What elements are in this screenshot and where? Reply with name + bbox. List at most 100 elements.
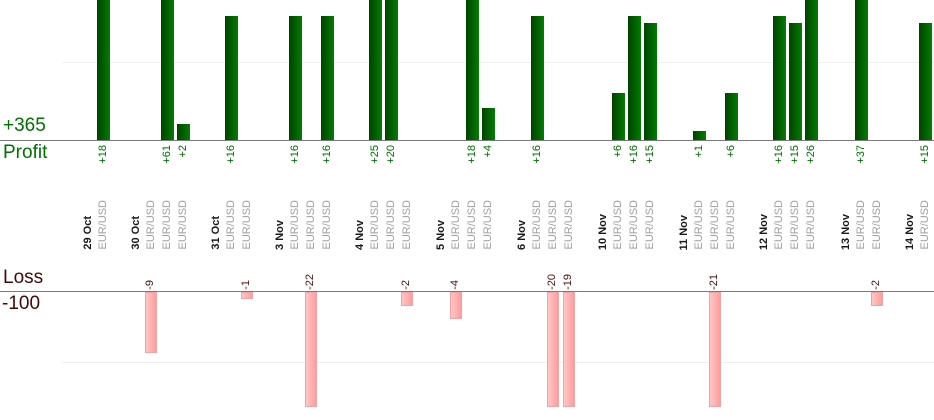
date-label: 6 Nov — [516, 220, 528, 250]
loss-value-label: -22 — [304, 274, 316, 290]
profit-value-label: +2 — [177, 145, 189, 158]
profit-bar — [161, 0, 174, 140]
instrument-label: EUR/USD — [871, 200, 883, 250]
instrument-label: EUR/USD — [305, 200, 317, 250]
profit-value-label: +26 — [805, 145, 817, 164]
profit-bar — [369, 0, 382, 140]
loss-value-label: -9 — [144, 280, 156, 290]
loss-total-label: -100 — [2, 293, 41, 314]
profit-value-label: +6 — [725, 145, 737, 158]
profit-bar — [644, 23, 657, 140]
loss-bar — [709, 292, 721, 407]
loss-value-label: -1 — [240, 280, 252, 290]
profit-bar — [805, 0, 818, 140]
profit-bar — [289, 16, 302, 140]
profit-bar — [789, 23, 802, 140]
loss-bar — [563, 292, 575, 407]
loss-value-label: -19 — [562, 274, 574, 290]
profit-total-label: +365 — [3, 115, 46, 136]
instrument-label: EUR/USD — [321, 200, 333, 250]
profit-value-label: +18 — [466, 145, 478, 164]
profit-value-label: +18 — [97, 145, 109, 164]
instrument-label: EUR/USD — [612, 200, 624, 250]
date-label: 12 Nov — [758, 213, 770, 250]
instrument-label: EUR/USD — [789, 200, 801, 250]
instrument-label: EUR/USD — [145, 200, 157, 250]
instrument-label: EUR/USD — [161, 200, 173, 250]
profit-value-label: +16 — [531, 145, 543, 164]
profit-bar — [385, 0, 398, 140]
profit-value-label: +16 — [289, 145, 301, 164]
loss-bar — [401, 292, 413, 306]
profit-row-label: Profit — [3, 142, 48, 163]
date-label: 29 Oct — [82, 216, 94, 250]
instrument-label: EUR/USD — [385, 200, 397, 250]
date-label: 31 Oct — [210, 216, 222, 250]
profit-bar — [482, 108, 495, 140]
date-label: 10 Nov — [597, 213, 609, 250]
loss-row-label: Loss — [3, 267, 44, 288]
profit-bar — [612, 93, 625, 140]
date-label: 11 Nov — [678, 214, 690, 250]
profit-bar — [177, 124, 190, 140]
profit-value-label: +20 — [385, 145, 397, 164]
date-label: 5 Nov — [435, 220, 447, 250]
profit-bar — [466, 0, 479, 140]
profit-baseline — [0, 140, 934, 141]
date-label: 13 Nov — [840, 213, 852, 250]
profit-value-label: +25 — [369, 145, 381, 164]
profit-value-label: +16 — [321, 145, 333, 164]
profit-gridline — [62, 62, 934, 63]
profit-bar — [919, 23, 932, 140]
instrument-label: EUR/USD — [644, 200, 656, 250]
instrument-label: EUR/USD — [466, 200, 478, 250]
profit-value-label: +16 — [225, 145, 237, 164]
profit-bar — [773, 16, 786, 140]
loss-bar — [871, 292, 883, 306]
instrument-label: EUR/USD — [919, 200, 931, 250]
loss-bar — [547, 292, 559, 407]
instrument-label: EUR/USD — [97, 200, 109, 250]
date-label: 3 Nov — [274, 220, 286, 250]
profit-value-label: +15 — [644, 145, 656, 164]
loss-value-label: -2 — [400, 280, 412, 290]
instrument-label: EUR/USD — [450, 200, 462, 250]
profit-bar — [855, 0, 868, 140]
profit-value-label: +61 — [161, 145, 173, 164]
profit-value-label: +37 — [855, 145, 867, 164]
profit-bar — [97, 0, 110, 140]
profit-value-label: +1 — [693, 145, 705, 158]
profit-value-label: +16 — [773, 145, 785, 164]
instrument-label: EUR/USD — [628, 200, 640, 250]
loss-value-label: -21 — [708, 274, 720, 290]
profit-bar — [628, 16, 641, 140]
instrument-label: EUR/USD — [773, 200, 785, 250]
instrument-label: EUR/USD — [725, 200, 737, 250]
instrument-label: EUR/USD — [693, 200, 705, 250]
instrument-label: EUR/USD — [531, 200, 543, 250]
profit-bar — [531, 16, 544, 140]
profit-bar — [693, 131, 706, 140]
loss-value-label: -4 — [449, 280, 461, 290]
instrument-label: EUR/USD — [225, 200, 237, 250]
loss-bar — [450, 292, 462, 319]
profit-value-label: +15 — [789, 145, 801, 164]
instrument-label: EUR/USD — [805, 200, 817, 250]
profit-value-label: +16 — [628, 145, 640, 164]
profit-value-label: +6 — [612, 145, 624, 158]
profit-value-label: +4 — [482, 145, 494, 158]
instrument-label: EUR/USD — [369, 200, 381, 250]
loss-bar — [241, 292, 253, 299]
instrument-label: EUR/USD — [855, 200, 867, 250]
date-label: 30 Oct — [130, 216, 142, 250]
loss-bar — [145, 292, 157, 353]
loss-bar — [305, 292, 317, 407]
date-label: 14 Nov — [904, 213, 916, 250]
profit-value-label: +15 — [919, 145, 931, 164]
loss-value-label: -20 — [546, 274, 558, 290]
loss-baseline — [0, 291, 934, 292]
instrument-label: EUR/USD — [709, 200, 721, 250]
instrument-label: EUR/USD — [547, 200, 559, 250]
instrument-label: EUR/USD — [482, 200, 494, 250]
